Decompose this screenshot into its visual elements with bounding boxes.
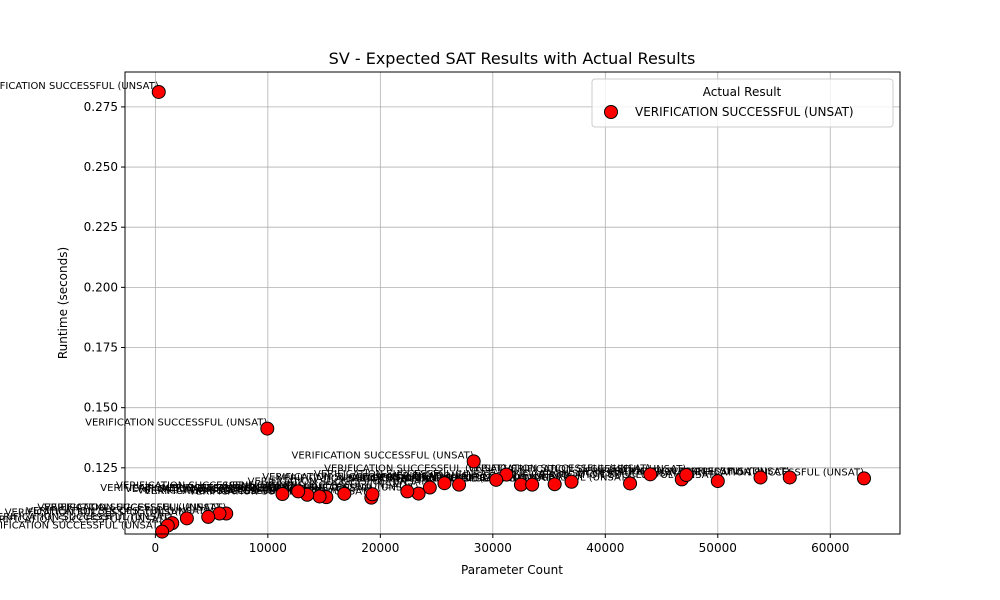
- point-label: VERIFICATION SUCCESSFUL (UNSAT): [0, 512, 172, 523]
- data-point: [452, 477, 467, 492]
- data-point: [422, 480, 437, 495]
- data-point: [312, 489, 327, 504]
- x-tick-label: 50000: [699, 541, 737, 555]
- y-tick-label: 0.275: [84, 100, 118, 114]
- point-label: VERIFICATION SUCCESSFUL (UNSAT): [125, 484, 307, 495]
- data-point: [260, 421, 275, 436]
- point-label: VERIFICATION SUCCESSFUL (UNSAT): [100, 483, 282, 494]
- data-point: [151, 84, 166, 99]
- point-label: VERIFICATION SUCCESSFUL (UNSAT): [504, 464, 686, 475]
- y-tick-label: 0.175: [84, 341, 118, 355]
- legend-title: Actual Result: [703, 85, 782, 99]
- x-tick-label: 10000: [249, 541, 287, 555]
- point-label: VERIFICATION SUCCESSFUL (UNSAT): [262, 472, 444, 483]
- data-points: [151, 84, 872, 539]
- x-tick-label: 60000: [811, 541, 849, 555]
- gridlines: [125, 72, 900, 534]
- point-label: VERIFICATION SUCCESSFUL (UNSAT): [500, 468, 682, 479]
- data-point: [179, 511, 194, 526]
- data-point: [437, 476, 452, 491]
- data-point: [525, 477, 540, 492]
- point-label: VERIFICATION SUCCESSFUL (UNSAT): [277, 474, 459, 485]
- data-point: [623, 476, 638, 491]
- x-tick-label: 40000: [586, 541, 624, 555]
- chart-title: SV - Expected SAT Results with Actual Re…: [329, 49, 696, 68]
- data-point: [275, 487, 290, 502]
- legend: Actual Result VERIFICATION SUCCESSFUL (U…: [591, 78, 894, 128]
- point-label: VERIFICATION SUCCESSFUL (UNSAT): [536, 470, 718, 481]
- point-label: VERIFICATION SUCCESSFUL (UNSAT): [137, 485, 319, 496]
- x-tick-label: 20000: [361, 541, 399, 555]
- data-point: [337, 486, 352, 501]
- data-point: [857, 471, 872, 486]
- point-label: VERIFICATION SUCCESSFUL (UNSAT): [314, 469, 496, 480]
- data-point: [564, 474, 579, 489]
- point-label: VERIFICATION SUCCESSFUL (UNSAT): [468, 463, 650, 474]
- legend-box: [591, 78, 894, 128]
- data-point: [643, 467, 658, 482]
- point-label: VERIFICATION SUCCESSFUL (UNSAT): [162, 483, 344, 494]
- data-point: [155, 524, 170, 539]
- legend-entry-label: VERIFICATION SUCCESSFUL (UNSAT): [635, 105, 854, 119]
- point-label: VERIFICATION SUCCESSFUL (UNSAT): [608, 466, 790, 477]
- data-point: [201, 509, 216, 524]
- point-label: VERIFICATION SUCCESSFUL (UNSAT): [324, 464, 506, 475]
- data-point: [411, 486, 426, 501]
- point-label: VERIFICATION SUCCESSFUL (UNSAT): [339, 474, 521, 485]
- point-label: VERIFICATION SUCCESSFUL (UNSAT): [0, 521, 162, 532]
- point-label: VERIFICATION SUCCESSFUL (UNSAT): [37, 503, 219, 514]
- point-label: VERIFICATION SUCCESSFUL (UNSAT): [5, 507, 187, 518]
- data-point: [753, 470, 768, 485]
- point-label: VERIFICATION SUCCESSFUL (UNSAT): [85, 418, 267, 429]
- point-label: VERIFICATION SUCCESSFUL (UNSAT): [236, 483, 418, 494]
- point-label: VERIFICATION SUCCESSFUL (UNSAT): [389, 471, 571, 482]
- data-point: [291, 484, 306, 499]
- point-label: VERIFICATION SUCCESSFUL (UNSAT): [448, 472, 630, 483]
- data-point: [466, 454, 481, 469]
- x-axis-label: Parameter Count: [461, 563, 563, 577]
- y-tick-label: 0.150: [84, 401, 118, 415]
- data-point: [547, 477, 562, 492]
- point-label: VERIFICATION SUCCESSFUL (UNSAT): [144, 486, 326, 497]
- data-point: [365, 487, 380, 502]
- point-label: VERIFICATION SUCCESSFUL (UNSAT): [116, 480, 298, 491]
- data-point: [679, 468, 694, 483]
- point-label: VERIFICATION SUCCESSFUL (UNSAT): [225, 480, 407, 491]
- x-tick-label: 30000: [474, 541, 512, 555]
- point-label: VERIFICATION SUCCESSFUL (UNSAT): [578, 466, 760, 477]
- plot-area-frame: [124, 71, 901, 535]
- point-label: VERIFICATION SUCCESSFUL (UNSAT): [44, 503, 226, 514]
- point-label: VERIFICATION SUCCESSFUL (UNSAT): [26, 506, 208, 517]
- y-tick-label: 0.225: [84, 220, 118, 234]
- data-point: [782, 470, 797, 485]
- y-tick-label: 0.250: [84, 160, 118, 174]
- point-label: VERIFICATION SUCCESSFUL (UNSAT): [0, 515, 168, 526]
- legend-marker: [604, 105, 618, 119]
- y-tick-label: 0.125: [84, 461, 118, 475]
- point-label: VERIFICATION SUCCESSFUL (UNSAT): [0, 81, 159, 92]
- point-label: VERIFICATION SUCCESSFUL (UNSAT): [682, 467, 864, 478]
- x-tick-label: 0: [152, 541, 160, 555]
- data-point: [400, 484, 415, 499]
- x-axis-ticks: 0 10000 20000 30000 40000 50000 60000: [152, 534, 849, 555]
- point-label: VERIFICATION SUCCESSFUL (UNSAT): [248, 477, 430, 488]
- data-point: [710, 474, 725, 489]
- data-point: [489, 472, 504, 487]
- y-axis-ticks: 0.125 0.150 0.175 0.200 0.225 0.250 0.275: [84, 100, 125, 475]
- y-axis-label: Runtime (seconds): [56, 247, 70, 359]
- y-tick-label: 0.200: [84, 280, 118, 294]
- point-label: VERIFICATION SUCCESSFUL (UNSAT): [373, 473, 555, 484]
- point-label: VERIFICATION SUCCESSFUL (UNSAT): [292, 450, 474, 461]
